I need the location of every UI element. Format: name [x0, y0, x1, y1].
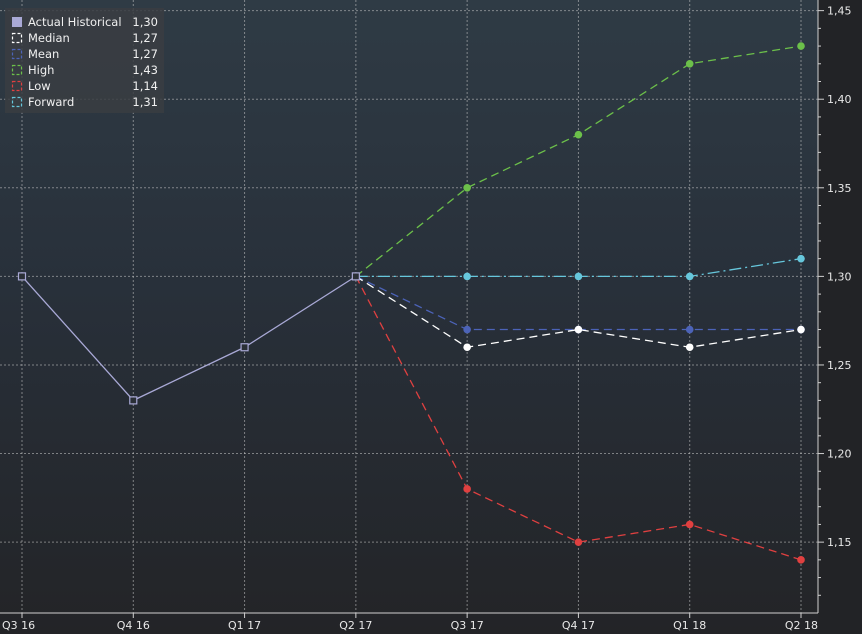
- legend-swatch: [12, 17, 22, 27]
- legend-swatch: [11, 80, 23, 92]
- legend-item: Forward 1,31: [11, 95, 158, 109]
- data-point: [463, 183, 471, 192]
- series-median: [355, 275, 805, 352]
- legend-item: Median 1,27: [11, 31, 158, 45]
- y-tick-label: 1,40: [827, 93, 852, 106]
- data-point: [574, 130, 583, 139]
- legend-item: Actual Historical 1,30: [12, 15, 158, 29]
- series-line: [355, 276, 802, 561]
- legend-value: 1,43: [132, 63, 158, 77]
- data-point: [797, 42, 805, 50]
- legend-swatch: [11, 48, 23, 60]
- data-point: [129, 396, 138, 405]
- data-point: [240, 343, 249, 352]
- data-point: [685, 59, 694, 68]
- legend-value: 1,27: [132, 31, 158, 45]
- data-point: [463, 325, 471, 334]
- x-tick-label: Q3 17: [451, 619, 484, 632]
- data-point: [685, 272, 694, 281]
- x-axis-ticks: Q3 16 Q4 16 Q1 17 Q2 17 Q3 17 Q4 17 Q1 18 Q2 18: [2, 613, 818, 632]
- x-tick-label: Q3 16: [2, 619, 35, 632]
- x-tick-label: Q4 16: [117, 619, 150, 632]
- y-tick-label: 1,25: [827, 359, 852, 372]
- legend-swatch: [11, 64, 23, 76]
- legend-label: Mean: [28, 47, 59, 61]
- data-point: [797, 556, 805, 564]
- series-line: [21, 275, 357, 402]
- legend-item: Low 1,14: [11, 79, 158, 93]
- y-tick-label: 1,45: [827, 5, 852, 18]
- legend-value: 1,27: [132, 47, 158, 61]
- series-line: [355, 275, 802, 348]
- data-point: [685, 520, 694, 529]
- series-low: [355, 276, 805, 564]
- legend-value: 1,31: [132, 95, 158, 109]
- y-tick-label: 1,15: [827, 536, 852, 549]
- x-tick-label: Q1 18: [673, 619, 706, 632]
- data-point: [685, 343, 694, 352]
- series-high: [355, 42, 805, 277]
- series-group: [17, 42, 805, 564]
- data-point: [797, 254, 805, 263]
- series-forward: [355, 254, 805, 281]
- data-point: [17, 272, 27, 281]
- x-tick-label: Q4 17: [562, 619, 595, 632]
- legend-value: 1,30: [132, 15, 158, 29]
- legend: Actual Historical 1,30 Median 1,27 Mean 1,27 H…: [5, 8, 164, 113]
- y-tick-label: 1,35: [827, 182, 852, 195]
- data-point: [685, 325, 694, 334]
- y-axis-ticks: 1,15 1,20 1,25 1,30 1,35 1,40 1,45: [818, 5, 852, 596]
- x-tick-label: Q2 18: [785, 619, 818, 632]
- legend-value: 1,14: [132, 79, 158, 93]
- y-axis-panel: [818, 0, 862, 634]
- data-point: [463, 485, 471, 493]
- data-point: [574, 272, 583, 281]
- legend-background: [5, 8, 164, 113]
- legend-swatch: [11, 96, 23, 108]
- data-point: [351, 272, 360, 281]
- legend-label: Median: [28, 31, 70, 45]
- legend-label: Forward: [28, 95, 74, 109]
- data-point: [574, 325, 583, 334]
- legend-label: Low: [28, 79, 51, 93]
- y-tick-label: 1,20: [827, 448, 852, 461]
- y-tick-label: 1,30: [827, 270, 852, 283]
- legend-item: Mean 1,27: [11, 47, 158, 61]
- data-point: [463, 272, 471, 281]
- legend-swatch: [11, 32, 23, 44]
- x-tick-label: Q1 17: [228, 619, 261, 632]
- series-actual-historical: [17, 272, 360, 405]
- data-point: [463, 343, 471, 352]
- legend-label: Actual Historical: [28, 15, 122, 29]
- legend-item: High 1,43: [11, 63, 158, 77]
- data-point: [574, 538, 583, 546]
- data-point: [797, 325, 805, 334]
- x-tick-label: Q2 17: [339, 619, 372, 632]
- legend-label: High: [28, 63, 54, 77]
